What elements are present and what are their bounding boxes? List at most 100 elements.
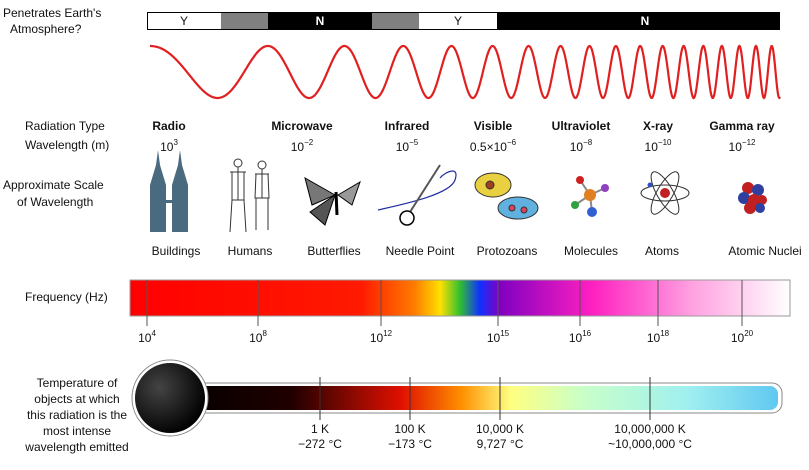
scale-item: Atomic Nuclei — [728, 244, 801, 258]
scale-item: Needle Point — [386, 244, 455, 258]
wavelength: 10−2 — [291, 138, 314, 154]
atmosphere-label: Atmosphere? — [10, 22, 82, 36]
scale-item: Molecules — [564, 244, 618, 258]
icon-nucleus — [738, 182, 767, 214]
power-exponent: 16 — [582, 329, 591, 338]
frequency-tick: 1012 — [370, 329, 393, 345]
scale-item: Protozoans — [477, 244, 538, 258]
celsius-label: −173 °C — [388, 437, 432, 451]
frequency-label: Frequency (Hz) — [25, 290, 108, 304]
temperature-ticks: 1 K−272 °C 100 K−173 °C 10,000 K9,727 °C 10… — [298, 377, 692, 451]
power-exponent: −2 — [304, 138, 314, 147]
temperature-label-line: this radiation is the — [27, 408, 127, 422]
celsius-label: 9,727 °C — [477, 437, 524, 451]
radiation-type: Visible — [474, 119, 513, 133]
power-exponent: −10 — [658, 138, 672, 147]
scale-label: Approximate Scale — [3, 178, 104, 192]
radiation-type: Radio — [152, 119, 185, 133]
power-exponent: −8 — [583, 138, 593, 147]
segment-yes — [419, 13, 497, 29]
icon-buildings — [150, 150, 188, 232]
radiation-type-label: Radiation Type — [25, 119, 105, 133]
segment-partial — [221, 13, 268, 29]
wavelength: 10−12 — [729, 138, 756, 154]
power-base: 10 — [487, 331, 501, 345]
thermometer-tube — [170, 386, 778, 410]
atmosphere-label: Penetrates Earth's — [3, 6, 101, 20]
scale-item: Atoms — [645, 244, 679, 258]
frequency-ticks: 104 108 1012 1015 1016 1018 1020 — [138, 280, 754, 345]
frequency-tick: 1015 — [487, 329, 510, 345]
radiation-type: Microwave — [271, 119, 333, 133]
wavelength-label: Wavelength (m) — [25, 138, 109, 152]
icon-atom — [640, 171, 690, 215]
frequency-tick: 108 — [249, 329, 267, 345]
power-exponent: 4 — [151, 329, 156, 338]
power-base: 10 — [160, 140, 174, 154]
radiation-type: Ultraviolet — [552, 119, 611, 133]
power-base: 10 — [570, 140, 584, 154]
segment-label: Y — [454, 14, 462, 28]
power-exponent: −5 — [409, 138, 419, 147]
scale-label: of Wavelength — [17, 195, 93, 209]
thermometer-bulb — [135, 363, 205, 433]
wave — [150, 44, 781, 100]
temperature-label: Temperature of objects at which this radia… — [24, 376, 128, 454]
celsius-label: ~10,000,000 °C — [608, 437, 692, 451]
icon-molecule — [571, 176, 609, 217]
power-exponent: 12 — [383, 329, 392, 338]
power-exponent: 15 — [500, 329, 509, 338]
scale-item: Humans — [228, 244, 273, 258]
scale-item: Butterflies — [307, 244, 360, 258]
atmosphere-bar — [147, 12, 780, 30]
frequency-bar — [129, 279, 791, 317]
power-base: 10 — [645, 140, 659, 154]
power-exponent: 18 — [660, 329, 669, 338]
icon-needle — [377, 164, 457, 226]
segment-yes — [148, 13, 221, 29]
power-base: 0.5×10 — [470, 140, 507, 154]
power-base: 10 — [370, 331, 384, 345]
icon-butterfly — [304, 176, 361, 226]
frequency-tick: 1016 — [569, 329, 592, 345]
power-base: 10 — [138, 331, 152, 345]
power-exponent: 3 — [173, 138, 178, 147]
power-base: 10 — [729, 140, 743, 154]
radiation-type: X-ray — [643, 119, 673, 133]
wavelength: 0.5×10−6 — [470, 138, 517, 154]
celsius-label: −272 °C — [298, 437, 342, 451]
kelvin-label: 10,000 K — [476, 422, 524, 436]
power-exponent: 20 — [744, 329, 753, 338]
scale-item: Buildings — [152, 244, 201, 258]
power-base: 10 — [249, 331, 263, 345]
radiation-types: Radio103Microwave10−2Infrared10−5Visible… — [152, 119, 775, 154]
kelvin-label: 10,000,000 K — [614, 422, 685, 436]
wavelength: 10−10 — [645, 138, 672, 154]
icon-protozoans — [474, 172, 539, 220]
wavelength: 10−8 — [570, 138, 593, 154]
power-base: 10 — [396, 140, 410, 154]
radiation-type: Gamma ray — [709, 119, 775, 133]
power-base: 10 — [291, 140, 305, 154]
power-exponent: −12 — [742, 138, 756, 147]
temperature-label-line: Temperature of — [37, 376, 118, 390]
power-exponent: −6 — [507, 138, 517, 147]
kelvin-label: 100 K — [394, 422, 425, 436]
scale-items: Buildings Humans Butterflies Needle Point Pr… — [152, 244, 802, 258]
power-exponent: 8 — [262, 329, 267, 338]
icon-humans — [229, 158, 270, 233]
segment-label: N — [316, 14, 325, 28]
segment-label: Y — [180, 14, 188, 28]
power-base: 10 — [647, 331, 661, 345]
wavelength: 10−5 — [396, 138, 419, 154]
temperature-label-line: most intense — [43, 424, 111, 438]
wavelength: 103 — [160, 138, 178, 154]
power-base: 10 — [731, 331, 745, 345]
segment-partial — [372, 13, 419, 29]
frequency-tick: 1018 — [647, 329, 670, 345]
power-base: 10 — [569, 331, 583, 345]
segment-label: N — [641, 14, 650, 28]
radiation-type: Infrared — [385, 119, 430, 133]
temperature-label-line: objects at which — [34, 392, 119, 406]
